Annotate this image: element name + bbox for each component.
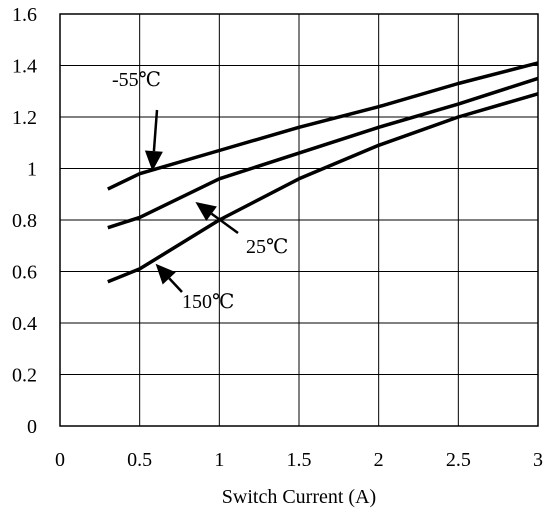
x-tick-label: 2.5 <box>446 449 471 471</box>
x-tick-label: 3 <box>533 449 543 471</box>
series-line-2 <box>107 92 539 284</box>
y-tick-label: 0.6 <box>12 262 37 284</box>
tick-labels: 0 0.5 1 1.5 2 2.5 3 0 0.2 0.4 0.6 0.8 1 1.2 1.4 1.6 <box>12 4 543 471</box>
annotation-arrow-head <box>155 263 176 285</box>
x-tick-label: 1.5 <box>287 449 312 471</box>
annotations: -55℃ 25℃ 150℃ <box>112 69 288 313</box>
y-tick-label: 1.6 <box>12 4 37 26</box>
series-line-0 <box>107 61 539 191</box>
annotation-label: 25℃ <box>246 236 288 258</box>
y-tick-label: 1 <box>27 159 37 181</box>
annotation-arrow-shaft <box>168 277 183 293</box>
y-tick-label: 1.2 <box>12 107 37 129</box>
x-axis-label: Switch Current (A) <box>222 486 376 508</box>
y-tick-label: 0.2 <box>12 365 37 387</box>
x-tick-label: 1 <box>214 449 224 471</box>
annotation-arrow-shaft <box>152 109 159 152</box>
y-tick-label: 0.4 <box>12 313 37 335</box>
y-tick-label: 0.8 <box>12 210 37 232</box>
series-line-1 <box>107 76 539 230</box>
annotation-arrow-head <box>195 202 217 221</box>
annotation-arrow-shaft <box>210 212 239 235</box>
annotation-arrow-head <box>144 150 163 172</box>
x-tick-label: 2 <box>374 449 384 471</box>
series-group <box>107 61 539 284</box>
annotation-label: -55℃ <box>112 69 161 91</box>
y-tick-label: 1.4 <box>12 56 37 78</box>
x-tick-label: 0.5 <box>127 449 152 471</box>
annotation-label: 150℃ <box>182 291 234 313</box>
x-tick-label: 0 <box>55 449 65 471</box>
y-tick-label: 0 <box>27 416 37 438</box>
